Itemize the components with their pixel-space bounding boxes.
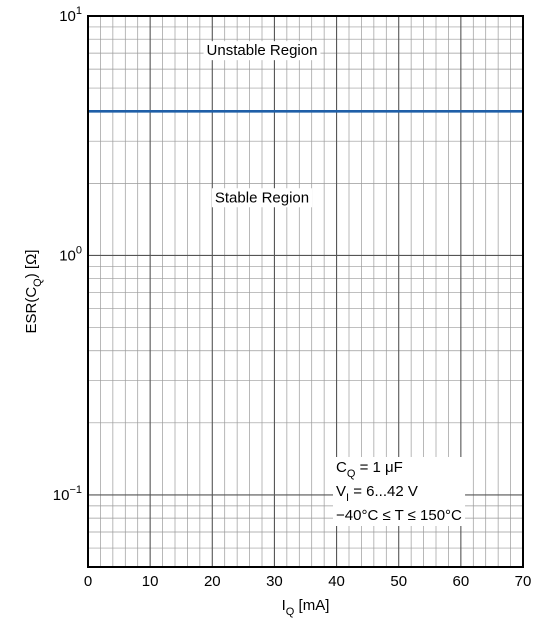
conditions-bg bbox=[333, 457, 466, 526]
x-tick-label: 60 bbox=[453, 573, 470, 590]
region-labels: Unstable Region Stable Region bbox=[203, 41, 321, 208]
region-label-bg bbox=[203, 41, 321, 61]
region-label-bg bbox=[211, 188, 313, 208]
y-axis-title: ESR(CQ) [Ω] bbox=[23, 250, 44, 334]
condition-line: VI = 6...42 V bbox=[336, 483, 418, 504]
x-tick-label: 70 bbox=[515, 573, 532, 590]
x-axis-title-unit: [mA] bbox=[294, 597, 329, 614]
y-tick-label: 101 bbox=[59, 5, 82, 25]
condition-line: CQ = 1 μF bbox=[336, 459, 403, 480]
x-tick-label: 0 bbox=[84, 573, 92, 590]
x-tick-label: 50 bbox=[390, 573, 407, 590]
x-tick-label: 30 bbox=[266, 573, 283, 590]
x-axis-title: IQ [mA] bbox=[282, 597, 330, 618]
conditions-box: CQ = 1 μF VI = 6...42 V −40°C ≤ T ≤ 150°C bbox=[333, 457, 466, 526]
region-label: Stable Region bbox=[211, 188, 313, 208]
x-axis-title-sub: Q bbox=[286, 606, 295, 618]
x-tick-label: 40 bbox=[328, 573, 345, 590]
plot-frame bbox=[87, 15, 524, 568]
y-axis-title-sub: Q bbox=[32, 278, 44, 287]
region-label: Unstable Region bbox=[203, 41, 321, 61]
x-tick-label: 20 bbox=[204, 573, 221, 590]
y-tick-labels: 10−1 100 101 bbox=[53, 5, 82, 504]
x-tick-labels: 0 10 20 30 40 50 60 70 bbox=[84, 573, 532, 590]
x-tick-label: 10 bbox=[142, 573, 159, 590]
y-axis-title-pre: ESR(C bbox=[23, 287, 40, 334]
y-tick-label: 10−1 bbox=[53, 484, 82, 504]
condition-line: −40°C ≤ T ≤ 150°C bbox=[336, 507, 462, 524]
region-label-text: Stable Region bbox=[215, 189, 309, 206]
region-label-text: Unstable Region bbox=[207, 42, 318, 59]
x-axis-title-main: I bbox=[282, 597, 286, 614]
y-tick-label: 100 bbox=[59, 244, 82, 264]
y-axis-title-post: ) [Ω] bbox=[23, 250, 40, 279]
